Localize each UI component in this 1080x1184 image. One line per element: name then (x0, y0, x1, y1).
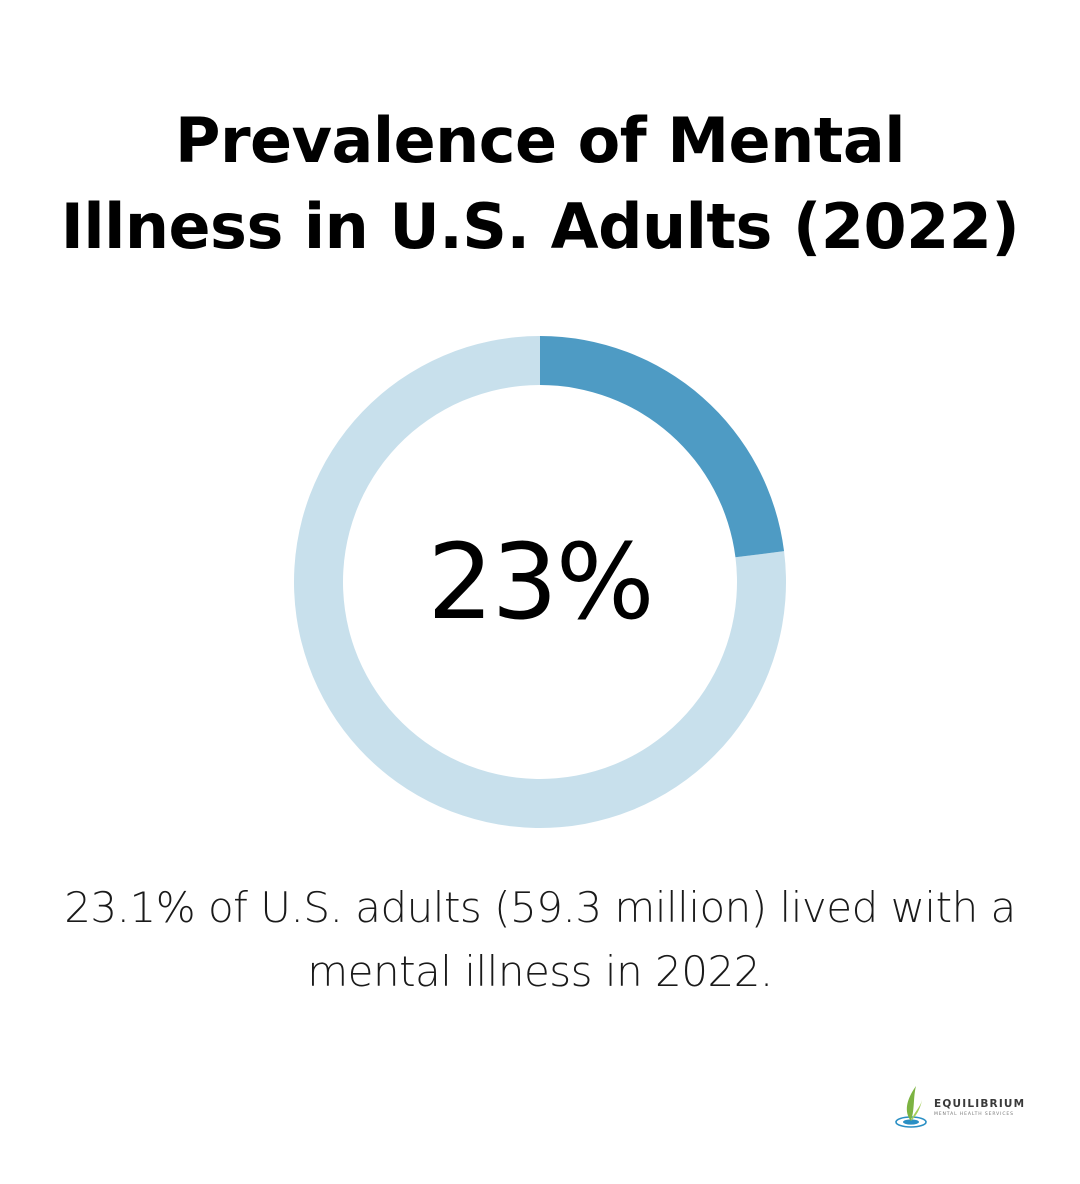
logo-tagline: MENTAL HEALTH SERVICES (934, 1112, 1014, 1117)
donut-slice-highlight (540, 336, 785, 558)
logo-name: EQUILIBRIUM (934, 1098, 1026, 1110)
description-line-2: mental illness in 2022. (307, 947, 773, 996)
description-line-1: 23.1% of U.S. adults (59.3 million) live… (64, 883, 1016, 932)
title-line-1: Prevalence of Mental (175, 104, 905, 177)
chart-title: Prevalence of Mental Illness in U.S. Adu… (40, 98, 1040, 270)
title-line-2: Illness in U.S. Adults (2022) (60, 190, 1020, 263)
donut-chart: 23% (294, 336, 786, 828)
leaf-droplet-icon (895, 1086, 927, 1128)
equilibrium-logo: EQUILIBRIUM MENTAL HEALTH SERVICES (894, 1078, 1034, 1130)
donut-svg (294, 336, 786, 828)
center-percentage-label: 23% (427, 521, 654, 643)
chart-description: 23.1% of U.S. adults (59.3 million) live… (40, 876, 1040, 1004)
